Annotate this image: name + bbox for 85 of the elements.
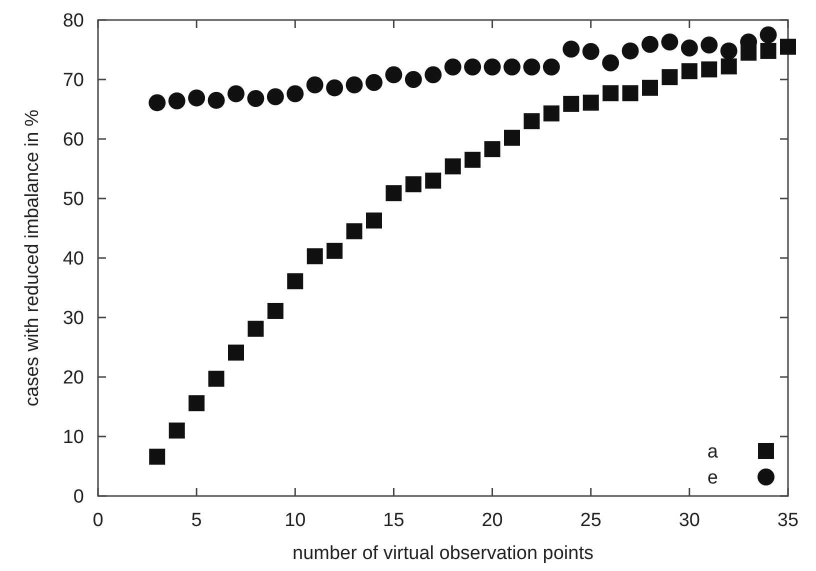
y-tick-label: 60	[62, 130, 84, 151]
x-tick-label: 15	[383, 510, 404, 531]
point	[405, 176, 422, 192]
point	[582, 94, 599, 111]
point	[306, 76, 324, 94]
x-tick-label: 0	[92, 510, 104, 531]
point	[562, 40, 580, 58]
point	[602, 85, 619, 102]
point	[484, 58, 501, 76]
point	[444, 158, 461, 174]
point	[366, 74, 382, 91]
point	[286, 85, 304, 102]
point	[267, 302, 284, 319]
point	[622, 85, 638, 102]
point	[563, 96, 580, 112]
y-tick-label: 30	[62, 308, 84, 330]
point	[346, 76, 363, 94]
point	[760, 26, 777, 44]
point	[642, 36, 658, 53]
y-tick-label: 80	[62, 10, 84, 32]
point	[681, 63, 698, 80]
point	[504, 130, 520, 146]
point	[188, 395, 205, 412]
point	[168, 92, 186, 110]
point	[464, 152, 481, 168]
point	[425, 172, 442, 189]
point	[740, 44, 757, 61]
point	[701, 61, 718, 78]
x-tick-label: 25	[580, 510, 602, 531]
point	[424, 66, 442, 84]
point	[602, 54, 620, 72]
point	[444, 58, 462, 76]
x-tick-label: 35	[777, 510, 799, 531]
point	[523, 58, 540, 76]
x-tick-label: 10	[284, 510, 306, 531]
y-axis-title: cases with reduced imbalance in %	[22, 110, 43, 406]
x-tick-label: 20	[482, 510, 503, 531]
point	[149, 448, 166, 465]
point	[386, 185, 402, 202]
legend-label: a	[707, 442, 718, 463]
point	[464, 58, 482, 76]
point	[524, 113, 540, 130]
point	[720, 58, 737, 74]
point	[247, 90, 264, 108]
x-tick-label: 30	[678, 510, 700, 531]
point	[642, 80, 658, 96]
point	[504, 58, 520, 76]
point	[661, 34, 678, 51]
point	[266, 88, 284, 106]
point	[306, 248, 323, 264]
point	[228, 344, 244, 361]
point	[148, 94, 166, 112]
point	[326, 242, 343, 259]
point	[326, 79, 344, 96]
x-tick-label: 5	[191, 510, 202, 531]
point	[582, 43, 600, 60]
y-tick-label: 40	[62, 248, 84, 270]
point	[680, 39, 698, 56]
point	[168, 422, 185, 439]
point	[366, 212, 382, 229]
point	[720, 42, 738, 60]
point	[346, 223, 362, 240]
point	[404, 71, 422, 88]
point	[287, 273, 304, 290]
point	[188, 89, 206, 106]
point	[208, 370, 224, 387]
point	[248, 320, 264, 337]
y-tick-label: 0	[73, 486, 84, 508]
legend-label: e	[707, 468, 718, 489]
point	[662, 69, 678, 86]
point	[208, 92, 225, 109]
y-tick-label: 10	[62, 427, 84, 448]
y-tick-label: 20	[62, 368, 84, 389]
point	[700, 36, 718, 54]
y-tick-label: 50	[62, 189, 84, 210]
x-axis-title: number of virtual observation points	[292, 543, 594, 564]
point	[484, 141, 500, 158]
point	[543, 105, 560, 122]
point	[228, 85, 244, 102]
point	[622, 42, 639, 60]
point	[542, 58, 560, 76]
point	[760, 42, 776, 59]
point	[780, 38, 796, 55]
point	[385, 66, 402, 84]
y-tick-label: 70	[62, 70, 84, 92]
